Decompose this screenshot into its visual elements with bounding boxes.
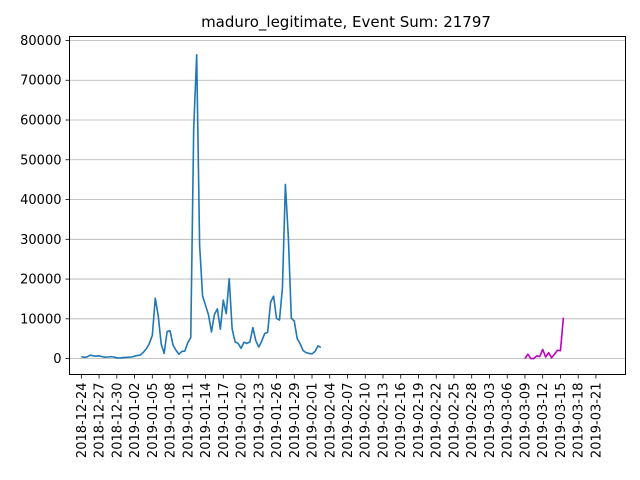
- y-axis: 0 10000 20000 30000 40000 50000 60000 70000 8000…: [20, 34, 70, 367]
- x-tick-label: 2019-02-16: [394, 383, 409, 459]
- y-tick-label: 60000: [20, 114, 61, 129]
- x-tick-label: 2019-02-28: [465, 383, 480, 459]
- x-tick-label: 2019-01-08: [164, 383, 179, 459]
- x-tick-label: 2019-02-19: [412, 383, 427, 459]
- x-tick-label: 2019-01-20: [235, 383, 250, 459]
- x-tick-label: 2019-01-17: [217, 383, 232, 459]
- x-tick-label: 2019-03-15: [554, 383, 569, 459]
- x-tick-label: 2018-12-24: [75, 383, 90, 459]
- y-tick-label: 70000: [20, 74, 61, 89]
- series-line-1: [81, 53, 322, 359]
- x-tick-label: 2019-03-21: [589, 383, 604, 459]
- chart-title: maduro_legitimate, Event Sum: 21797: [201, 13, 491, 32]
- x-tick-label: 2019-03-06: [501, 383, 516, 459]
- x-tick-label: 2019-01-29: [288, 383, 303, 459]
- x-tick-label: 2019-02-01: [306, 383, 321, 459]
- x-tick-label: 2019-02-10: [359, 383, 374, 459]
- x-tick-label: 2019-01-23: [252, 383, 267, 459]
- x-tick-label: 2019-03-18: [572, 383, 587, 459]
- y-tick-label: 30000: [20, 233, 61, 248]
- x-tick-label: 2019-01-14: [199, 383, 214, 459]
- x-tick-label: 2019-01-05: [146, 383, 161, 459]
- x-tick-label: 2019-01-26: [270, 383, 285, 459]
- y-tick-label: 50000: [20, 153, 61, 168]
- x-tick-label: 2019-02-07: [341, 383, 356, 459]
- y-tick-label: 0: [53, 352, 61, 367]
- series-line-2: [524, 317, 565, 360]
- series-group: [81, 53, 565, 360]
- y-tick-label: 80000: [20, 34, 61, 49]
- y-tick-label: 40000: [20, 193, 61, 208]
- y-tick-label: 20000: [20, 273, 61, 288]
- x-tick-label: 2019-01-02: [128, 383, 143, 459]
- x-tick-label: 2018-12-27: [93, 383, 108, 459]
- x-tick-label: 2019-03-09: [518, 383, 533, 459]
- y-tick-label: 10000: [20, 312, 61, 327]
- x-tick-label: 2019-02-13: [376, 383, 391, 459]
- x-tick-label: 2019-03-03: [483, 383, 498, 459]
- x-tick-label: 2019-03-12: [536, 383, 551, 459]
- y-grid: [69, 40, 626, 359]
- x-tick-label: 2019-02-22: [430, 382, 445, 458]
- x-tick-label: 2019-01-11: [181, 383, 196, 459]
- x-tick-label: 2019-02-04: [323, 383, 338, 459]
- x-axis: 2018-12-24 2018-12-27 2018-12-30 2019-01-02…: [75, 374, 604, 459]
- x-tick-label: 2019-02-25: [447, 383, 462, 459]
- x-tick-label: 2018-12-30: [110, 383, 125, 459]
